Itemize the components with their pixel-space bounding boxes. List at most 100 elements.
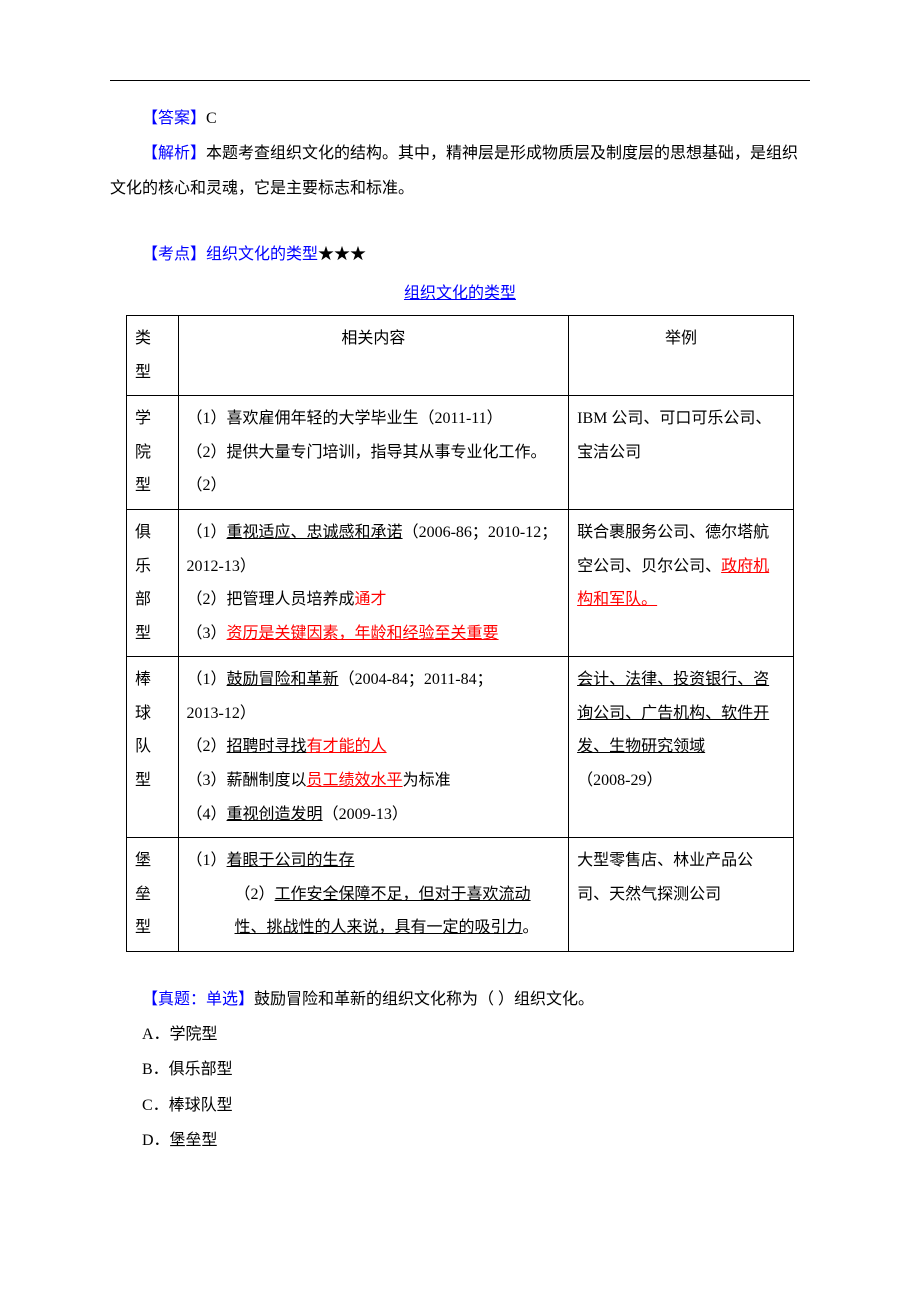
type-char: 院 — [135, 436, 170, 470]
text-segment: 大型零售店、林业产品公司、天然气探测公司 — [577, 852, 753, 903]
example-line: IBM 公司、可口可乐公司、宝洁公司 — [577, 402, 785, 469]
header-type: 类型 — [127, 315, 179, 395]
table-header-row: 类型 相关内容 举例 — [127, 315, 794, 395]
text-segment: （2004-84；2011-84； — [339, 671, 493, 688]
text-segment: 重视创造发明 — [227, 806, 323, 823]
content-line: （2）把管理人员培养成通才 — [187, 583, 561, 617]
content-line: （1）喜欢雇佣年轻的大学毕业生（2011-11） — [187, 402, 561, 436]
cell-content: （1）着眼于公司的生存（2）工作安全保障不足，但对于喜欢流动性、挑战性的人来说，… — [178, 838, 569, 952]
option-a: A．学院型 — [110, 1017, 810, 1052]
text-segment: （1）喜欢雇佣年轻的大学毕业生（2011-11） — [187, 410, 503, 427]
text-segment: （2006-86；2010-12； — [403, 524, 558, 541]
type-char: 学 — [135, 402, 170, 436]
cell-type: 学院型 — [127, 396, 179, 510]
text-segment: （3）薪酬制度以 — [187, 772, 307, 789]
question-stem: 鼓励冒险和革新的组织文化称为（ ）组织文化。 — [254, 991, 594, 1008]
text-segment: （2008-29） — [577, 772, 662, 789]
cell-content: （1）喜欢雇佣年轻的大学毕业生（2011-11） （2）提供大量专门培训，指导其从… — [178, 396, 569, 510]
example-line: 会计、法律、投资银行、咨询公司、广告机构、软件开发、生物研究领域 （2008-29… — [577, 663, 785, 797]
cell-example: IBM 公司、可口可乐公司、宝洁公司 — [569, 396, 794, 510]
text-segment: （2009-13） — [323, 806, 408, 823]
text-segment: 为标准 — [403, 772, 451, 789]
cell-example: 大型零售店、林业产品公司、天然气探测公司 — [569, 838, 794, 952]
content-line: （3）薪酬制度以员工绩效水平为标准 — [187, 764, 561, 798]
example-line: 大型零售店、林业产品公司、天然气探测公司 — [577, 844, 785, 911]
type-char: 俱 — [135, 516, 170, 550]
header-type-char: 型 — [135, 356, 170, 390]
content-line: （1）鼓励冒险和革新（2004-84；2011-84； — [187, 663, 561, 697]
text-segment: 招聘时寻找 — [227, 738, 307, 755]
text-segment: 2012-13） — [187, 558, 256, 575]
gap — [110, 207, 810, 237]
kaodian-stars: ★★★ — [318, 246, 366, 263]
type-char: 型 — [135, 764, 170, 798]
text-segment: （3） — [187, 625, 227, 642]
text-segment: （2）把管理人员培养成 — [187, 591, 355, 608]
text-segment: （4） — [187, 806, 227, 823]
analysis-paragraph: 【解析】本题考查组织文化的结构。其中，精神层是形成物质层及制度层的思想基础，是组… — [110, 136, 810, 206]
text-segment: （2） — [235, 886, 275, 903]
question-stem-line: 【真题：单选】鼓励冒险和革新的组织文化称为（ ）组织文化。 — [110, 982, 810, 1017]
text-segment: 员工绩效水平 — [307, 772, 403, 789]
content-line: 2012-13） — [187, 550, 561, 584]
table-row: 堡垒型（1）着眼于公司的生存（2）工作安全保障不足，但对于喜欢流动性、挑战性的人… — [127, 838, 794, 952]
cell-example: 联合裹服务公司、德尔塔航空公司、贝尔公司、政府机构和军队。 — [569, 509, 794, 656]
analysis-text: 本题考查组织文化的结构。其中，精神层是形成物质层及制度层的思想基础，是组织文化的… — [110, 145, 798, 197]
option-c: C．棒球队型 — [110, 1088, 810, 1123]
text-segment: 着眼于公司的生存 — [227, 852, 355, 869]
content-line: （2）招聘时寻找有才能的人 — [187, 730, 561, 764]
kaodian-label: 【考点】 — [142, 246, 206, 263]
cell-type: 堡垒型 — [127, 838, 179, 952]
text-segment: （1） — [187, 671, 227, 688]
gap — [110, 952, 810, 982]
text-segment: 有才能的人 — [307, 738, 387, 755]
cell-type: 俱乐部型 — [127, 509, 179, 656]
example-line: 联合裹服务公司、德尔塔航空公司、贝尔公司、政府机构和军队。 — [577, 516, 785, 617]
analysis-label: 【解析】 — [142, 145, 206, 162]
content-line: （2）工作安全保障不足，但对于喜欢流动性、挑战性的人来说，具有一定的吸引力。 — [187, 878, 561, 945]
text-segment: 。 — [523, 919, 539, 936]
type-char: 型 — [135, 911, 170, 945]
content-line: （2）提供大量专门培训，指导其从事专业化工作。 — [187, 436, 561, 470]
text-segment: （1） — [187, 524, 227, 541]
header-type-char: 类 — [135, 322, 170, 356]
text-segment: 会计、法律、投资银行、咨询公司、广告机构、软件开发、生物研究领域 — [577, 671, 769, 755]
text-segment: 鼓励冒险和革新 — [227, 671, 339, 688]
content-line: （1）重视适应、忠诚感和承诺（2006-86；2010-12； — [187, 516, 561, 550]
text-segment: 通才 — [355, 591, 387, 608]
table-row: 俱乐部型（1）重视适应、忠诚感和承诺（2006-86；2010-12； 2012-… — [127, 509, 794, 656]
cell-content: （1）鼓励冒险和革新（2004-84；2011-84； 2013-12） （2）招聘… — [178, 657, 569, 838]
text-segment: IBM 公司、可口可乐公司、宝洁公司 — [577, 410, 771, 461]
culture-types-table: 类型 相关内容 举例 学院型（1）喜欢雇佣年轻的大学毕业生（2011-11）（2… — [126, 315, 794, 952]
type-char: 队 — [135, 730, 170, 764]
text-segment: 2013-12） — [187, 705, 256, 722]
question-label: 【真题：单选】 — [142, 991, 254, 1008]
page: 【答案】C 【解析】本题考查组织文化的结构。其中，精神层是形成物质层及制度层的思… — [0, 0, 920, 1218]
type-char: 乐 — [135, 550, 170, 584]
text-segment: （2） — [187, 738, 227, 755]
content-line: （2） — [187, 469, 561, 503]
top-rule — [110, 80, 810, 81]
table-row: 棒球队型（1）鼓励冒险和革新（2004-84；2011-84；2013-12）（… — [127, 657, 794, 838]
answer-label: 【答案】 — [142, 110, 206, 127]
option-b: B．俱乐部型 — [110, 1052, 810, 1087]
cell-type: 棒球队型 — [127, 657, 179, 838]
header-example: 举例 — [569, 315, 794, 395]
type-char: 垒 — [135, 878, 170, 912]
text-segment: 工作安全保障不足，但对于喜欢流动性、挑战性的人来说，具有一定的吸引力 — [235, 886, 531, 937]
option-d: D．堡垒型 — [110, 1123, 810, 1158]
cell-content: （1）重视适应、忠诚感和承诺（2006-86；2010-12； 2012-13） （… — [178, 509, 569, 656]
type-char: 堡 — [135, 844, 170, 878]
table-row: 学院型 （1）喜欢雇佣年轻的大学毕业生（2011-11） （2）提供大量专门培训，指… — [127, 396, 794, 510]
text-segment: 资历是关键因素，年龄和经验至关重要 — [227, 625, 499, 642]
type-char: 棒 — [135, 663, 170, 697]
content-line: 2013-12） — [187, 697, 561, 731]
answer-line: 【答案】C — [110, 101, 810, 136]
kaodian-line: 【考点】组织文化的类型★★★ — [110, 237, 810, 272]
answer-value: C — [206, 110, 217, 127]
content-line: （1）着眼于公司的生存 — [187, 844, 561, 878]
type-char: 型 — [135, 469, 170, 503]
text-segment: （1） — [187, 852, 227, 869]
type-char: 型 — [135, 617, 170, 651]
cell-example: 会计、法律、投资银行、咨询公司、广告机构、软件开发、生物研究领域 （2008-29… — [569, 657, 794, 838]
